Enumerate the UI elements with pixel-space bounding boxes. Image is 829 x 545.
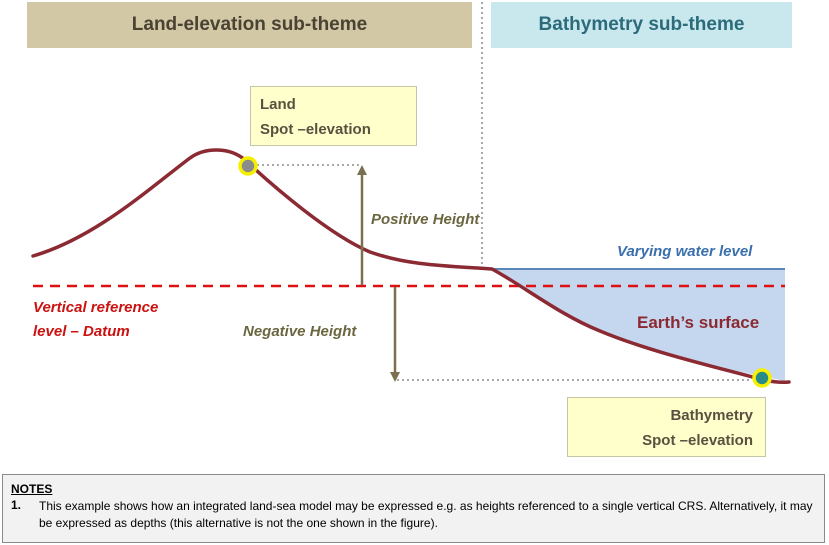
earth-surface-label: Earth’s surface — [637, 313, 760, 332]
terrain-profile — [31, 148, 791, 385]
land-callout-line2: Spot –elevation — [260, 121, 371, 138]
land-spot-callout: Land Spot –elevation — [250, 86, 417, 146]
note-text: This example shows how an integrated lan… — [39, 499, 813, 530]
note-number: 1. — [11, 498, 22, 512]
land-elevation-header-text: Land-elevation sub-theme — [131, 14, 368, 35]
bathy-spot-point — [752, 368, 772, 388]
positive-height-label: Positive Height — [371, 211, 480, 228]
bathymetry-header: Bathymetry sub-theme — [491, 2, 792, 48]
land-callout-line1: Land — [260, 96, 296, 113]
datum-label: Vertical reference level – Datum — [33, 296, 158, 344]
water-body — [492, 269, 785, 381]
bathy-callout-line1: Bathymetry — [670, 407, 753, 424]
notes-box: NOTES 1. This example shows how an integ… — [2, 474, 825, 543]
bathy-callout-line2: Spot –elevation — [642, 432, 753, 449]
bathymetry-header-text: Bathymetry sub-theme — [538, 14, 745, 35]
negative-height-label: Negative Height — [243, 323, 357, 340]
notes-title: NOTES — [11, 482, 53, 496]
land-elevation-header: Land-elevation sub-theme — [27, 2, 472, 48]
bathy-spot-callout: Bathymetry Spot –elevation — [567, 397, 766, 457]
note-item: 1. This example shows how an integrated … — [11, 498, 816, 532]
land-spot-point — [238, 156, 258, 176]
varying-water-level-label: Varying water level — [617, 243, 753, 260]
datum-label-line2: level – Datum — [33, 323, 130, 340]
elevation-diagram — [31, 2, 791, 388]
datum-label-line1: Vertical reference — [33, 299, 159, 316]
